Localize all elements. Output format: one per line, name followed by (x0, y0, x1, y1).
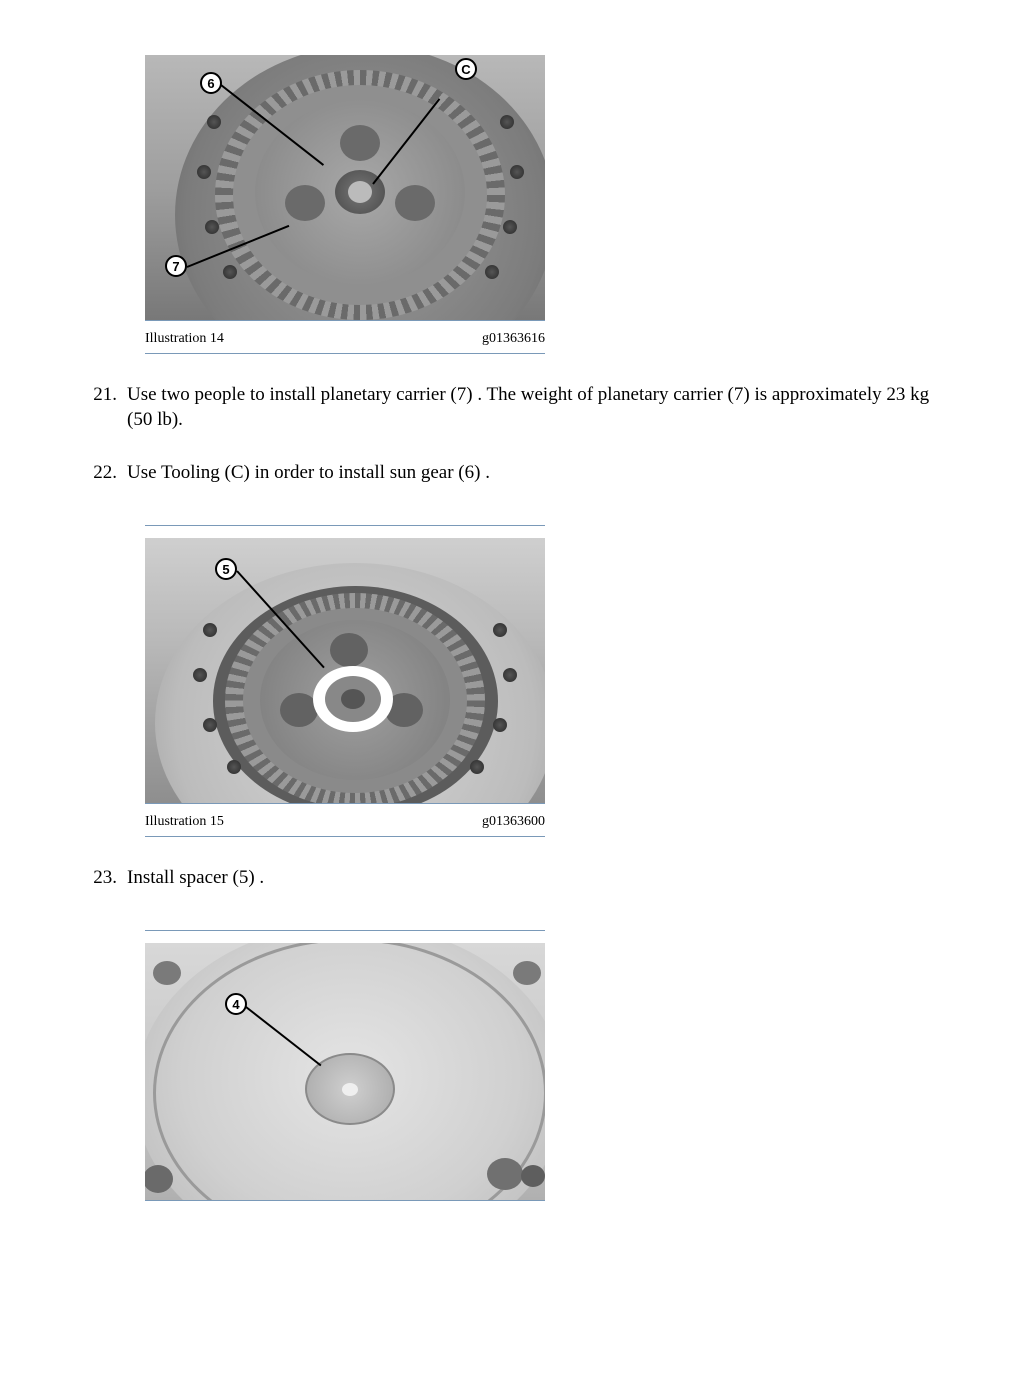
step-text: Use Tooling (C) in order to install sun … (127, 460, 939, 485)
step-22: 22. Use Tooling (C) in order to install … (85, 460, 939, 485)
step-23: 23. Install spacer (5) . (85, 865, 939, 890)
step-text: Use two people to install planetary carr… (127, 382, 939, 432)
figure-rule (145, 1200, 545, 1201)
figure-14: 6 C 7 Illustration 14 g01363616 (145, 55, 545, 354)
figure-rule (145, 353, 545, 354)
page-content: 6 C 7 Illustration 14 g01363616 21. Use … (0, 0, 1024, 1241)
caption-left: Illustration 15 (145, 814, 224, 830)
figure-15: 5 Illustration 15 g01363600 (145, 525, 545, 837)
figure-16-image: 4 (145, 943, 545, 1200)
step-number: 21. (85, 382, 127, 432)
step-text: Install spacer (5) . (127, 865, 939, 890)
figure-15-image: 5 (145, 538, 545, 803)
callout-6: 6 (200, 72, 222, 94)
step-number: 23. (85, 865, 127, 890)
figure-15-caption: Illustration 15 g01363600 (145, 814, 545, 830)
step-21: 21. Use two people to install planetary … (85, 382, 939, 432)
caption-left: Illustration 14 (145, 331, 224, 347)
caption-right: g01363600 (482, 814, 545, 830)
figure-14-caption: Illustration 14 g01363616 (145, 331, 545, 347)
callout-7: 7 (165, 255, 187, 277)
callout-c: C (455, 58, 477, 80)
figure-16: 4 (145, 930, 545, 1201)
step-number: 22. (85, 460, 127, 485)
figure-rule (145, 836, 545, 837)
figure-rule (145, 803, 545, 804)
figure-rule (145, 320, 545, 321)
figure-14-image: 6 C 7 (145, 55, 545, 320)
caption-right: g01363616 (482, 331, 545, 347)
